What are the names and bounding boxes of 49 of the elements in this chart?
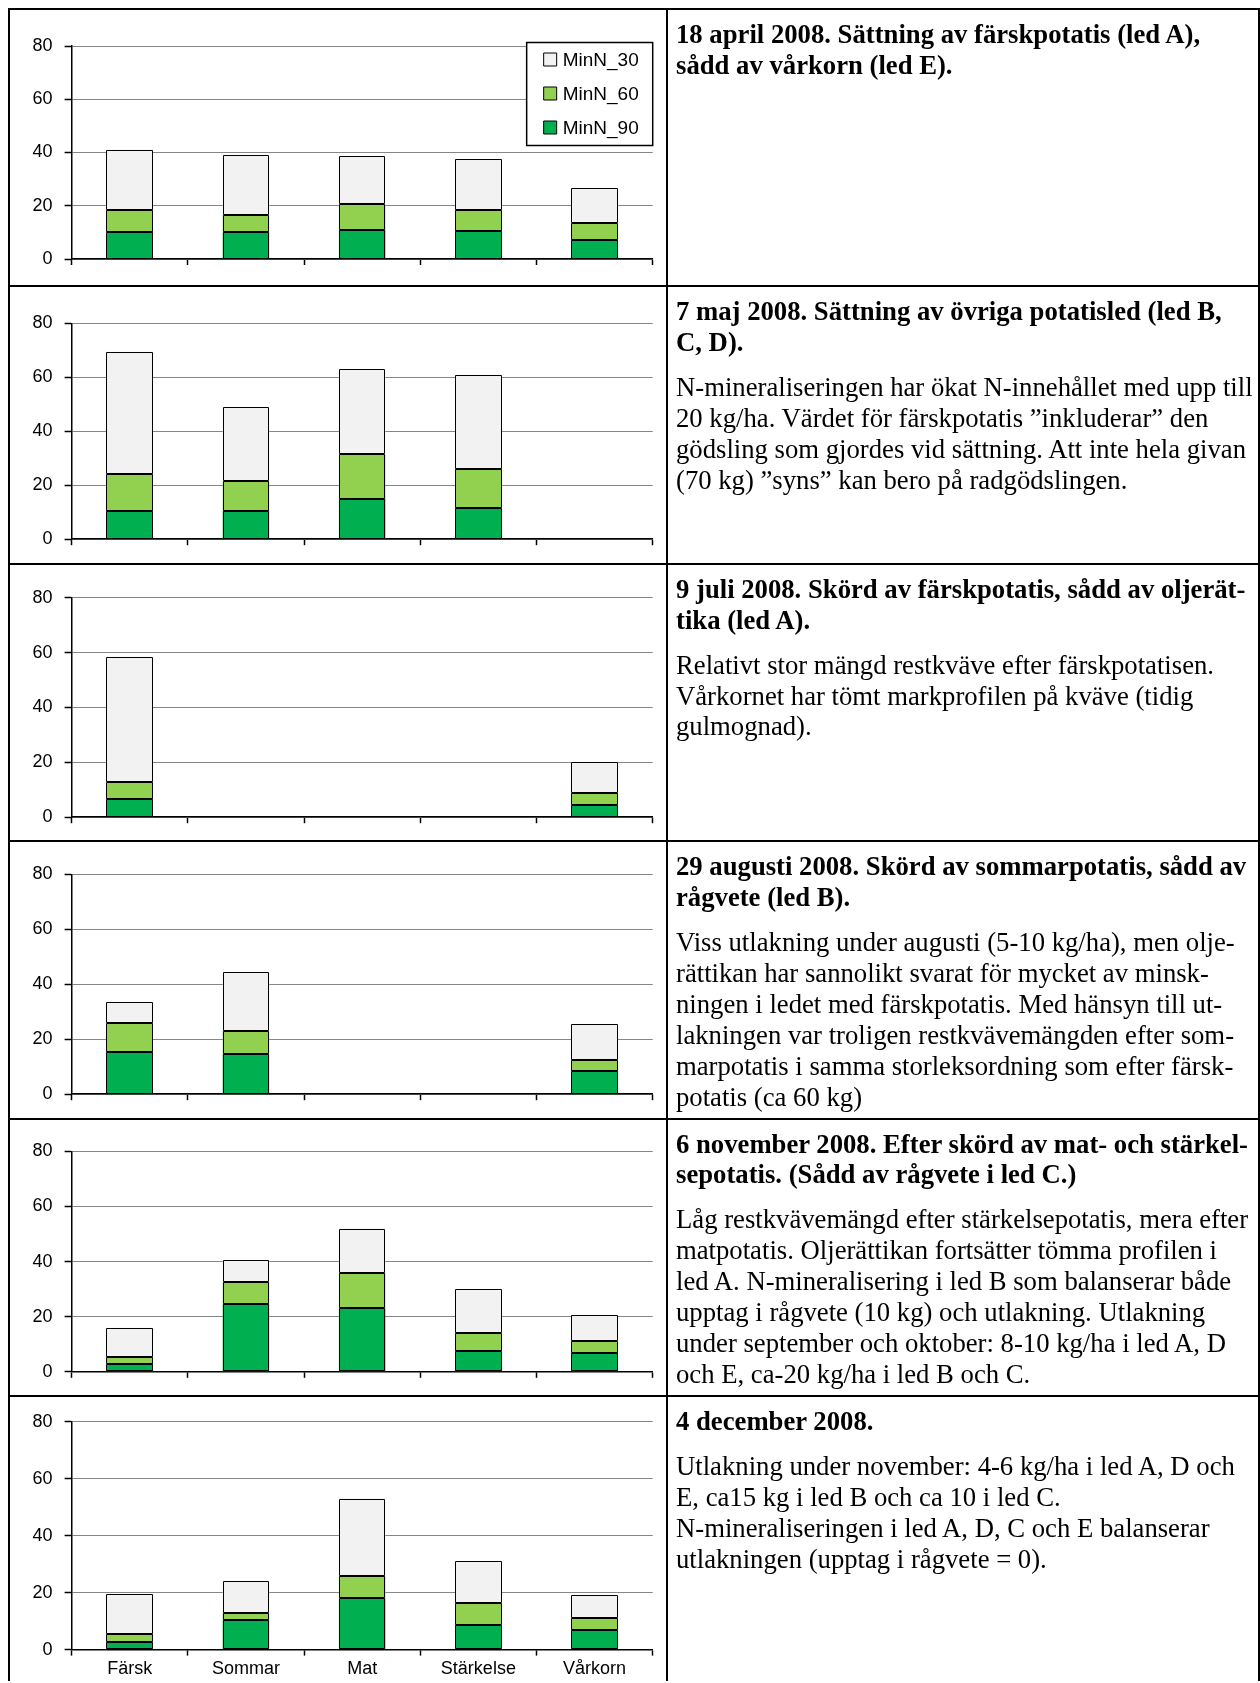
y-tick-label: 40 — [32, 1250, 53, 1271]
y-tick-label: 0 — [42, 1638, 53, 1659]
y-tick-label: 20 — [32, 1028, 53, 1049]
y-tick-label: 0 — [42, 805, 53, 826]
y-tick-label: 20 — [32, 194, 53, 215]
y-tick-label: 60 — [32, 1467, 53, 1488]
y-tick-label: 0 — [42, 1083, 53, 1104]
y-tick-label: 80 — [32, 1410, 53, 1431]
text: N-mineraliseringen har ökat N-innehållet med upp till 20 kg/ha. Värdet för färskpotatis ”inkluderar” den gödsling som gjordes vid sättning. Att inte hela givan (70 kg) ”syns” kan bero på radgödslingen. — [676, 372, 1254, 496]
y-tick-label: 40 — [32, 141, 53, 162]
y-tick-label: 60 — [32, 918, 53, 939]
y-tick-label: 0 — [42, 528, 53, 549]
legend-label: MinN_30 — [562, 48, 639, 71]
y-tick-label: 20 — [32, 751, 53, 772]
text: 4 december 2008. — [676, 1405, 875, 1437]
legend-label: MinN_90 — [562, 116, 639, 139]
y-tick-label: 80 — [32, 1139, 53, 1160]
y-tick-label: 20 — [32, 474, 53, 495]
y-tick-label: 60 — [32, 1195, 53, 1216]
text: Viss utlakning under augusti (5-10 kg/ha), men olje- rättikan har sannolikt svarat för mycket av minsk- ningen i ledet med färskpotatis. Med hänsyn till ut- lakningen var troligen restkvävemängden efter som- marpotatis i samma storleksordning som efter färsk- potatis (ca 60 kg) — [676, 926, 1236, 1113]
text: 9 juli 2008. Skörd av färskpotatis, sådd av oljerät- tika (led A). — [676, 573, 1247, 636]
x-tick-label: Mat — [347, 1658, 378, 1679]
y-tick-label: 60 — [32, 641, 53, 662]
y-tick-label: 40 — [32, 1524, 53, 1545]
text: Relativt stor mängd restkväve efter färskpotatisen. Vårkornet har tömt markprofilen på kväve (tidig gulmognad). — [676, 649, 1216, 743]
y-tick-label: 40 — [32, 696, 53, 717]
text: Låg restkvävemängd efter stärkelsepotatis, mera efter matpotatis. Oljerättikan fortsätter tömma profilen i led A. N-mineralisering i led B som balanserar både upptag i rågvete (10 kg) och utlakning. Utlakning under september och oktober: 8-10 kg/ha i led A, D och E, ca-20 kg/ha i led B och C. — [676, 1204, 1250, 1390]
y-tick-label: 80 — [32, 34, 53, 55]
y-tick-label: 20 — [32, 1581, 53, 1602]
y-tick-label: 60 — [32, 366, 53, 387]
y-tick-label: 40 — [32, 973, 53, 994]
y-tick-label: 40 — [32, 420, 53, 441]
x-tick-label: Vårkorn — [563, 1658, 627, 1679]
y-tick-label: 80 — [32, 586, 53, 607]
text: 18 april 2008. Sättning av färskpotatis (led A), sådd av vårkorn (led E). — [676, 19, 1202, 81]
y-tick-label: 20 — [32, 1305, 53, 1326]
y-tick-label: 60 — [32, 88, 53, 109]
x-tick-label: Sommar — [211, 1658, 280, 1679]
legend-label: MinN_60 — [562, 82, 639, 105]
y-tick-label: 0 — [42, 247, 53, 268]
y-tick-label: 0 — [42, 1360, 53, 1381]
y-tick-label: 80 — [32, 863, 53, 884]
x-tick-label: Färsk — [107, 1658, 154, 1679]
text: Utlakning under november: 4-6 kg/ha i led A, D och E, ca15 kg i led B och ca 10 i led C. N-mineraliseringen i led A, D, C och E balanserar utlakningen (upptag i rågvete = 0). — [676, 1450, 1236, 1575]
y-tick-label: 80 — [32, 312, 53, 333]
x-tick-label: Stärkelse — [440, 1658, 516, 1679]
text: 6 november 2008. Efter skörd av mat- och stärkel- sepotatis. (Sådd av rågvete i led C.) — [676, 1128, 1249, 1191]
text: 7 maj 2008. Sättning av övriga potatisled (led B, C, D). — [676, 296, 1223, 359]
text: 29 augusti 2008. Skörd av sommarpotatis, sådd av rågvete (led B). — [676, 851, 1248, 913]
